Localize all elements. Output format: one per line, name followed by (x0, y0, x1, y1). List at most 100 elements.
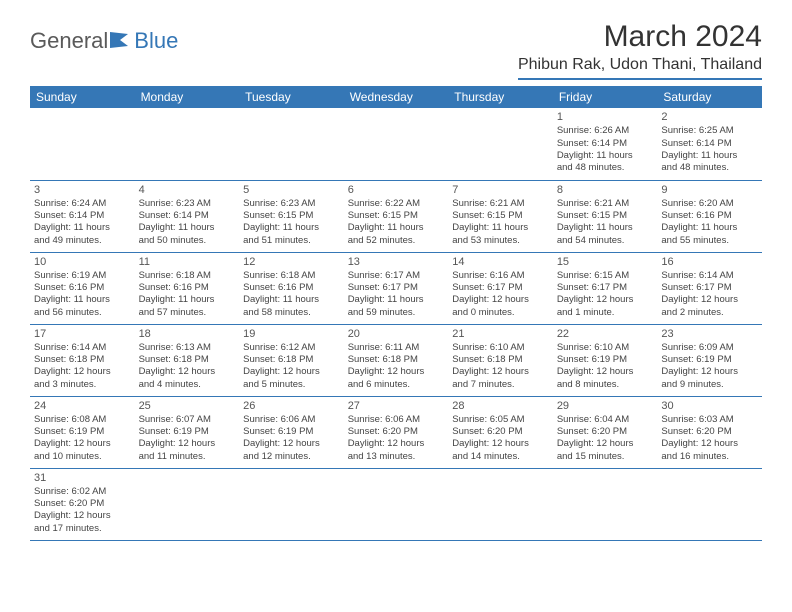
header: General Blue March 2024 Phibun Rak, Udon… (30, 20, 762, 80)
day-header: Thursday (448, 86, 553, 108)
day-detail-line: and 15 minutes. (557, 451, 654, 463)
flag-icon (110, 28, 132, 54)
calendar-day-cell: 25Sunrise: 6:07 AMSunset: 6:19 PMDayligh… (135, 396, 240, 468)
day-detail-line: Sunrise: 6:08 AM (34, 414, 131, 426)
day-detail-line: and 51 minutes. (243, 235, 340, 247)
calendar-body: 1Sunrise: 6:26 AMSunset: 6:14 PMDaylight… (30, 108, 762, 540)
calendar-day-cell: 27Sunrise: 6:06 AMSunset: 6:20 PMDayligh… (344, 396, 449, 468)
day-number: 4 (139, 183, 236, 197)
day-detail-line: Daylight: 11 hours (557, 150, 654, 162)
day-detail-line: Sunrise: 6:10 AM (452, 342, 549, 354)
calendar-day-cell: 4Sunrise: 6:23 AMSunset: 6:14 PMDaylight… (135, 180, 240, 252)
day-number: 25 (139, 399, 236, 413)
day-detail-line: Sunrise: 6:26 AM (557, 125, 654, 137)
day-detail-line: Daylight: 12 hours (661, 438, 758, 450)
day-number: 2 (661, 110, 758, 124)
day-detail-line: Daylight: 12 hours (557, 438, 654, 450)
day-detail-line: Daylight: 12 hours (139, 366, 236, 378)
day-detail-line: Daylight: 11 hours (139, 294, 236, 306)
calendar-day-cell: 19Sunrise: 6:12 AMSunset: 6:18 PMDayligh… (239, 324, 344, 396)
day-number: 26 (243, 399, 340, 413)
day-number: 10 (34, 255, 131, 269)
calendar-day-cell: 18Sunrise: 6:13 AMSunset: 6:18 PMDayligh… (135, 324, 240, 396)
day-detail-line: Sunrise: 6:18 AM (243, 270, 340, 282)
day-number: 11 (139, 255, 236, 269)
calendar-day-cell: 31Sunrise: 6:02 AMSunset: 6:20 PMDayligh… (30, 468, 135, 540)
day-detail-line: Sunset: 6:16 PM (661, 210, 758, 222)
logo-text-general: General (30, 28, 108, 54)
day-detail-line: Sunrise: 6:05 AM (452, 414, 549, 426)
day-number: 8 (557, 183, 654, 197)
calendar-day-cell: 11Sunrise: 6:18 AMSunset: 6:16 PMDayligh… (135, 252, 240, 324)
day-detail-line: Sunset: 6:20 PM (34, 498, 131, 510)
day-detail-line: Sunset: 6:20 PM (348, 426, 445, 438)
day-detail-line: Daylight: 12 hours (452, 438, 549, 450)
day-number: 13 (348, 255, 445, 269)
day-detail-line: Daylight: 12 hours (452, 294, 549, 306)
day-detail-line: Daylight: 12 hours (348, 438, 445, 450)
day-detail-line: and 12 minutes. (243, 451, 340, 463)
calendar-day-cell: 20Sunrise: 6:11 AMSunset: 6:18 PMDayligh… (344, 324, 449, 396)
day-detail-line: Daylight: 11 hours (139, 222, 236, 234)
title-block: March 2024 Phibun Rak, Udon Thani, Thail… (518, 20, 762, 80)
day-detail-line: Sunset: 6:16 PM (243, 282, 340, 294)
day-number: 29 (557, 399, 654, 413)
day-detail-line: Daylight: 11 hours (452, 222, 549, 234)
day-header: Sunday (30, 86, 135, 108)
calendar-week-row: 24Sunrise: 6:08 AMSunset: 6:19 PMDayligh… (30, 396, 762, 468)
calendar-day-cell: 15Sunrise: 6:15 AMSunset: 6:17 PMDayligh… (553, 252, 658, 324)
day-detail-line: Sunset: 6:19 PM (661, 354, 758, 366)
calendar-day-cell: 1Sunrise: 6:26 AMSunset: 6:14 PMDaylight… (553, 108, 658, 180)
calendar-empty-cell (448, 468, 553, 540)
day-detail-line: Daylight: 12 hours (243, 366, 340, 378)
day-detail-line: Sunrise: 6:03 AM (661, 414, 758, 426)
day-number: 3 (34, 183, 131, 197)
day-detail-line: Sunset: 6:18 PM (348, 354, 445, 366)
calendar-empty-cell (30, 108, 135, 180)
day-detail-line: and 8 minutes. (557, 379, 654, 391)
calendar-day-cell: 26Sunrise: 6:06 AMSunset: 6:19 PMDayligh… (239, 396, 344, 468)
day-number: 7 (452, 183, 549, 197)
calendar-day-cell: 2Sunrise: 6:25 AMSunset: 6:14 PMDaylight… (657, 108, 762, 180)
day-detail-line: and 6 minutes. (348, 379, 445, 391)
day-detail-line: and 13 minutes. (348, 451, 445, 463)
day-detail-line: Sunrise: 6:06 AM (348, 414, 445, 426)
day-detail-line: Sunrise: 6:17 AM (348, 270, 445, 282)
day-detail-line: Daylight: 11 hours (34, 222, 131, 234)
calendar-week-row: 17Sunrise: 6:14 AMSunset: 6:18 PMDayligh… (30, 324, 762, 396)
day-detail-line: and 14 minutes. (452, 451, 549, 463)
day-detail-line: Sunrise: 6:14 AM (34, 342, 131, 354)
day-number: 31 (34, 471, 131, 485)
day-detail-line: Sunrise: 6:19 AM (34, 270, 131, 282)
day-detail-line: and 56 minutes. (34, 307, 131, 319)
day-detail-line: Sunset: 6:19 PM (139, 426, 236, 438)
day-detail-line: Sunset: 6:20 PM (661, 426, 758, 438)
day-number: 19 (243, 327, 340, 341)
day-detail-line: Sunrise: 6:21 AM (452, 198, 549, 210)
day-detail-line: and 5 minutes. (243, 379, 340, 391)
day-detail-line: and 9 minutes. (661, 379, 758, 391)
day-detail-line: Sunrise: 6:12 AM (243, 342, 340, 354)
day-detail-line: Sunrise: 6:06 AM (243, 414, 340, 426)
day-detail-line: Sunset: 6:19 PM (557, 354, 654, 366)
location: Phibun Rak, Udon Thani, Thailand (518, 56, 762, 80)
day-detail-line: Daylight: 12 hours (452, 366, 549, 378)
calendar-day-cell: 5Sunrise: 6:23 AMSunset: 6:15 PMDaylight… (239, 180, 344, 252)
calendar-day-cell: 8Sunrise: 6:21 AMSunset: 6:15 PMDaylight… (553, 180, 658, 252)
day-detail-line: Sunset: 6:18 PM (34, 354, 131, 366)
day-number: 30 (661, 399, 758, 413)
calendar-empty-cell (344, 108, 449, 180)
day-detail-line: and 48 minutes. (661, 162, 758, 174)
day-detail-line: and 54 minutes. (557, 235, 654, 247)
day-detail-line: and 7 minutes. (452, 379, 549, 391)
calendar-day-cell: 10Sunrise: 6:19 AMSunset: 6:16 PMDayligh… (30, 252, 135, 324)
calendar-empty-cell (448, 108, 553, 180)
day-detail-line: Sunset: 6:15 PM (243, 210, 340, 222)
day-detail-line: and 2 minutes. (661, 307, 758, 319)
day-detail-line: and 49 minutes. (34, 235, 131, 247)
day-header: Friday (553, 86, 658, 108)
day-detail-line: Sunrise: 6:23 AM (243, 198, 340, 210)
month-title: March 2024 (518, 20, 762, 54)
day-detail-line: Sunset: 6:19 PM (34, 426, 131, 438)
calendar-day-cell: 16Sunrise: 6:14 AMSunset: 6:17 PMDayligh… (657, 252, 762, 324)
